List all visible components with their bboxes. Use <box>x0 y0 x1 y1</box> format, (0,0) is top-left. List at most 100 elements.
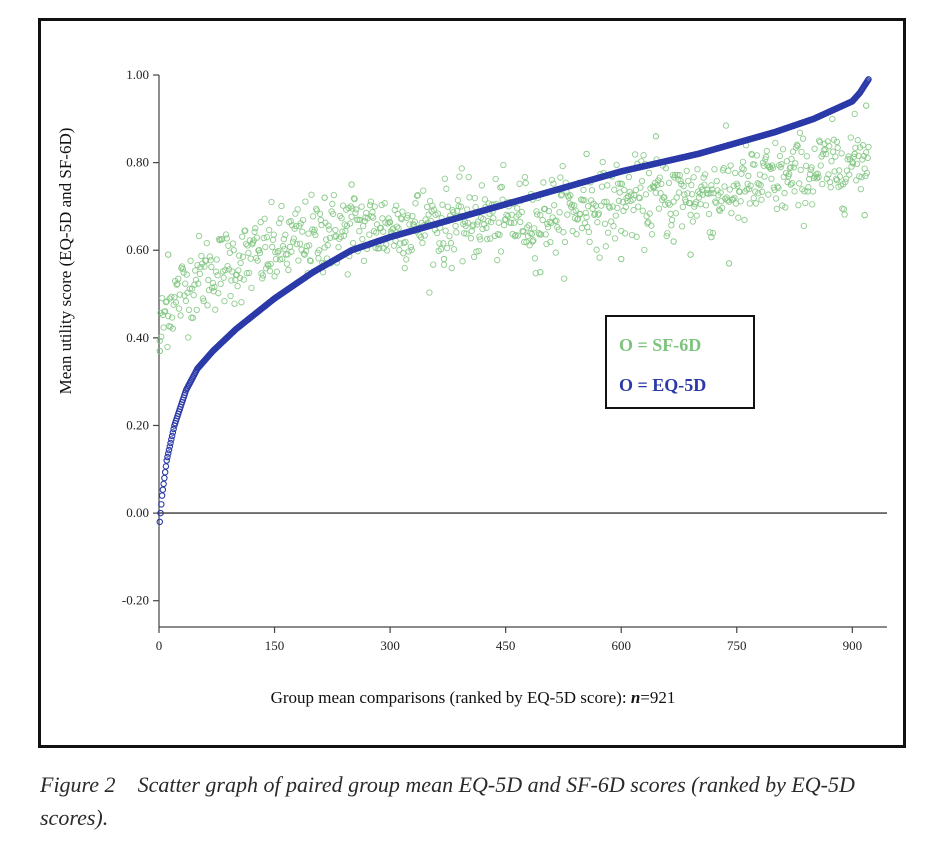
sf6d-point <box>498 183 505 191</box>
eq5d-point <box>166 443 174 450</box>
sf6d-point <box>693 212 700 219</box>
sf6d-point <box>182 297 190 305</box>
sf6d-point <box>239 233 246 240</box>
sf6d-point <box>342 227 349 235</box>
sf6d-point <box>477 236 484 243</box>
sf6d-point <box>815 173 822 181</box>
sf6d-point <box>199 295 207 302</box>
sf6d-point <box>315 255 322 262</box>
sf6d-point <box>792 144 800 151</box>
sf6d-point <box>582 209 589 217</box>
caption-label: Figure 2 <box>40 772 116 797</box>
sf6d-point <box>443 185 450 192</box>
sf6d-point <box>798 148 805 156</box>
sf6d-point <box>165 312 172 320</box>
sf6d-point <box>492 175 499 183</box>
sf6d-point <box>802 162 810 169</box>
sf6d-point <box>786 170 793 178</box>
sf6d-point <box>440 261 448 268</box>
sf6d-point <box>190 291 197 299</box>
sf6d-point <box>782 204 789 211</box>
sf6d-point <box>652 133 660 140</box>
sf6d-point <box>494 257 501 264</box>
sf6d-point <box>464 219 472 227</box>
sf6d-point <box>822 150 830 158</box>
sf6d-point <box>240 276 247 283</box>
sf6d-point <box>222 231 230 238</box>
sf6d-point <box>302 247 310 255</box>
sf6d-point <box>859 142 867 149</box>
sf6d-point <box>751 161 758 168</box>
sf6d-point <box>235 252 243 259</box>
sf6d-point <box>750 194 757 202</box>
sf6d-point <box>822 146 829 153</box>
sf6d-point <box>596 254 603 261</box>
sf6d-point <box>788 155 795 163</box>
sf6d-point <box>158 333 165 340</box>
sf6d-point <box>359 236 366 243</box>
sf6d-point <box>722 122 730 129</box>
sf6d-point <box>426 289 433 296</box>
sf6d-point <box>389 226 396 233</box>
sf6d-point <box>396 246 403 254</box>
sf6d-point <box>244 242 251 249</box>
sf6d-point <box>522 179 529 187</box>
sf6d-point <box>252 225 259 232</box>
sf6d-point <box>695 188 702 195</box>
sf6d-point <box>791 188 798 195</box>
sf6d-point <box>420 187 427 194</box>
sf6d-point <box>269 236 277 243</box>
sf6d-point <box>548 176 556 184</box>
sf6d-point <box>329 200 336 208</box>
sf6d-point <box>668 222 675 229</box>
sf6d-point <box>740 166 747 173</box>
sf6d-point <box>348 181 355 188</box>
sf6d-point <box>402 238 409 246</box>
sf6d-point <box>836 173 844 180</box>
sf6d-point <box>717 189 724 196</box>
sf6d-point <box>504 213 512 220</box>
sf6d-point <box>413 192 421 199</box>
sf6d-point <box>672 171 679 179</box>
sf6d-point <box>205 276 212 284</box>
sf6d-point <box>408 246 415 254</box>
sf6d-point <box>195 232 203 240</box>
sf6d-point <box>707 189 714 197</box>
sf6d-point <box>507 219 515 227</box>
sf6d-point <box>228 277 235 284</box>
sf6d-point <box>705 210 713 218</box>
sf6d-point <box>863 149 870 156</box>
sf6d-point <box>192 267 199 274</box>
sf6d-point <box>165 251 172 258</box>
sf6d-point <box>846 171 853 178</box>
sf6d-point <box>790 164 797 171</box>
x-tick-label: 300 <box>380 638 400 653</box>
sf6d-point <box>168 293 175 300</box>
sf6d-point <box>198 252 205 260</box>
sf6d-point <box>280 235 287 243</box>
sf6d-point <box>196 270 203 278</box>
sf6d-point <box>688 191 696 198</box>
sf6d-point <box>730 182 737 189</box>
eq5d-point <box>156 518 164 526</box>
sf6d-point <box>593 246 600 253</box>
sf6d-point <box>591 210 599 217</box>
sf6d-point <box>698 183 705 190</box>
sf6d-point <box>242 227 249 234</box>
sf6d-point <box>293 240 301 248</box>
sf6d-point <box>180 269 187 276</box>
x-tick-label: 450 <box>496 638 515 653</box>
sf6d-point <box>737 198 744 205</box>
sf6d-point <box>470 221 477 228</box>
sf6d-point <box>220 274 227 281</box>
sf6d-point <box>376 245 383 252</box>
sf6d-point <box>555 226 562 233</box>
x-tick-label: 0 <box>156 638 163 653</box>
sf6d-point <box>537 231 545 238</box>
sf6d-point <box>715 206 723 213</box>
sf6d-point <box>668 216 676 223</box>
sf6d-point <box>238 299 245 306</box>
sf6d-point <box>403 214 411 221</box>
sf6d-point <box>666 201 673 208</box>
sf6d-point <box>656 174 663 181</box>
